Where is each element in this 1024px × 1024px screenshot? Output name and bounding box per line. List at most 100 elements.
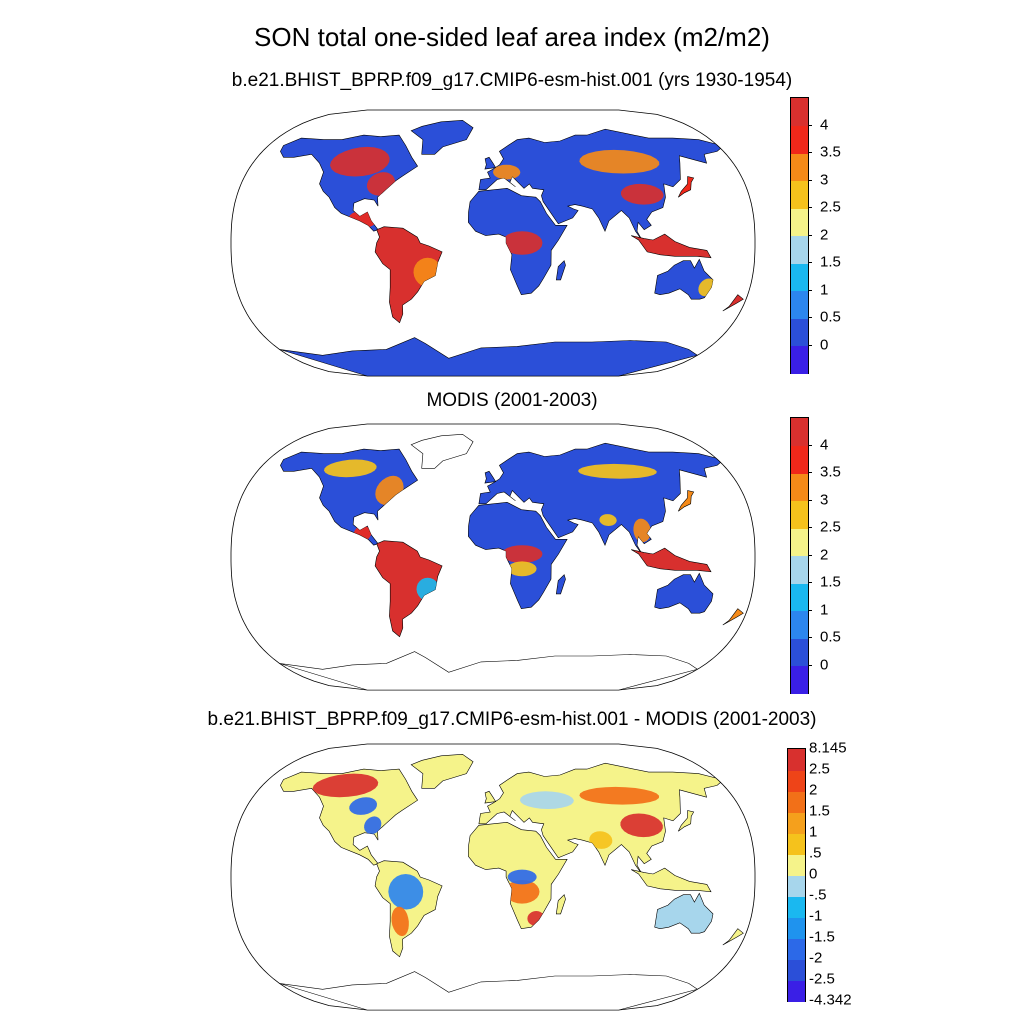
land-indonesia — [631, 233, 712, 259]
colorbar-segment — [791, 263, 808, 291]
colorbar-segment — [791, 98, 808, 126]
land-australia — [654, 892, 714, 934]
panel-3-title: b.e21.BHIST_BPRP.f09_g17.CMIP6-esm-hist.… — [207, 709, 817, 730]
land-japan — [678, 810, 695, 832]
colorbar-segment — [791, 153, 808, 181]
colorbar-segment — [788, 770, 805, 792]
colorbar-tick — [808, 609, 812, 611]
colorbar-label: 2.5 — [820, 198, 841, 216]
land-indonesia — [631, 867, 712, 893]
colorbar-box — [790, 417, 809, 694]
colorbar-tick — [808, 472, 812, 473]
colorbar-segment — [791, 500, 808, 529]
colorbar-label: 1.5 — [820, 253, 841, 271]
colorbar-segment — [791, 638, 808, 666]
colorbar-label: 2 — [820, 226, 829, 243]
field-patch — [312, 773, 379, 798]
colorbar-segment — [791, 528, 808, 556]
field-patch — [620, 813, 663, 838]
colorbar-tick — [808, 637, 812, 638]
colorbar-segment — [788, 980, 805, 1002]
colorbar-tick — [808, 444, 812, 446]
land-eurasia — [478, 442, 722, 556]
land-eurasia — [478, 128, 722, 242]
colorbar-tick — [808, 554, 812, 556]
colorbar-label: 8.145 — [809, 739, 847, 757]
colorbar-segment — [788, 791, 805, 813]
land-newzealand — [722, 608, 744, 626]
colorbar-label: 0.5 — [820, 628, 841, 646]
colorbar-segment — [788, 812, 805, 834]
land-australia — [654, 572, 714, 614]
land-greenland — [410, 433, 474, 469]
colorbar-segment — [791, 318, 808, 346]
land-newzealand — [722, 928, 744, 946]
colorbar-segment — [788, 938, 805, 960]
field-patch — [324, 459, 377, 478]
colorbar-label: 1 — [809, 823, 818, 841]
land-greenland — [410, 119, 474, 155]
colorbar-box — [790, 97, 809, 374]
land-northAmerica — [280, 448, 419, 546]
colorbar-segment — [791, 473, 808, 501]
colorbar-box — [787, 748, 806, 1002]
field-patch — [620, 183, 664, 205]
panel-2-title: MODIS (2001-2003) — [426, 390, 598, 411]
field-patch — [579, 149, 660, 174]
field-patch — [589, 831, 613, 849]
land-japan — [678, 490, 695, 512]
colorbar-label: 3 — [820, 171, 829, 188]
colorbar-label: -.5 — [809, 886, 827, 904]
colorbar-segment — [788, 833, 805, 855]
land-northAmerica — [280, 768, 419, 866]
land-madagascar — [555, 260, 566, 281]
field-patch — [579, 786, 660, 805]
colorbar-segment — [791, 445, 808, 474]
colorbar-label: -1 — [809, 907, 823, 925]
colorbar-segment — [788, 854, 805, 876]
colorbar-label: 2.5 — [820, 518, 841, 536]
colorbar-tick — [808, 499, 812, 501]
land-indonesia — [631, 547, 712, 573]
colorbar-tick — [808, 124, 812, 126]
colorbar-segment — [788, 749, 805, 771]
land-madagascar — [555, 894, 566, 915]
colorbar-label: 0.5 — [820, 308, 841, 326]
field-patches — [330, 146, 716, 297]
figure-title: SON total one-sided leaf area index (m2/… — [254, 22, 770, 52]
colorbar-segment — [791, 665, 808, 694]
field-patch — [578, 463, 657, 479]
land-antarctica — [279, 971, 699, 1011]
colorbar-tick — [808, 207, 812, 208]
colorbar-tick — [808, 582, 812, 583]
land-greenland — [410, 753, 474, 789]
colorbar-label: -2 — [809, 949, 823, 967]
colorbar-label: 3.5 — [820, 143, 841, 161]
land-uk — [484, 790, 497, 804]
land-southAmerica — [374, 226, 443, 324]
field-patch — [330, 146, 390, 177]
field-patch — [507, 561, 537, 577]
colorbar-tick — [808, 179, 812, 181]
colorbar-label: 0 — [809, 865, 818, 883]
land-southAmerica — [374, 540, 443, 638]
colorbar-label: 0 — [820, 656, 829, 673]
colorbar-tick — [808, 262, 812, 263]
colorbar-label: 2 — [820, 546, 829, 563]
colorbar-segment — [788, 959, 805, 981]
colorbar-label: 3.5 — [820, 463, 841, 481]
land-newzealand — [722, 294, 744, 312]
field-patch — [391, 906, 409, 937]
colorbar-tick — [808, 152, 812, 153]
field-patch — [493, 164, 521, 180]
land-antarctica — [279, 337, 699, 377]
field-patch — [519, 791, 574, 809]
colorbar-label: 1 — [820, 601, 829, 618]
land-antarctica — [279, 651, 699, 691]
field-patch — [599, 514, 617, 526]
field-patch — [501, 545, 543, 563]
land-madagascar — [555, 574, 566, 595]
colorbar-segment — [788, 917, 805, 939]
